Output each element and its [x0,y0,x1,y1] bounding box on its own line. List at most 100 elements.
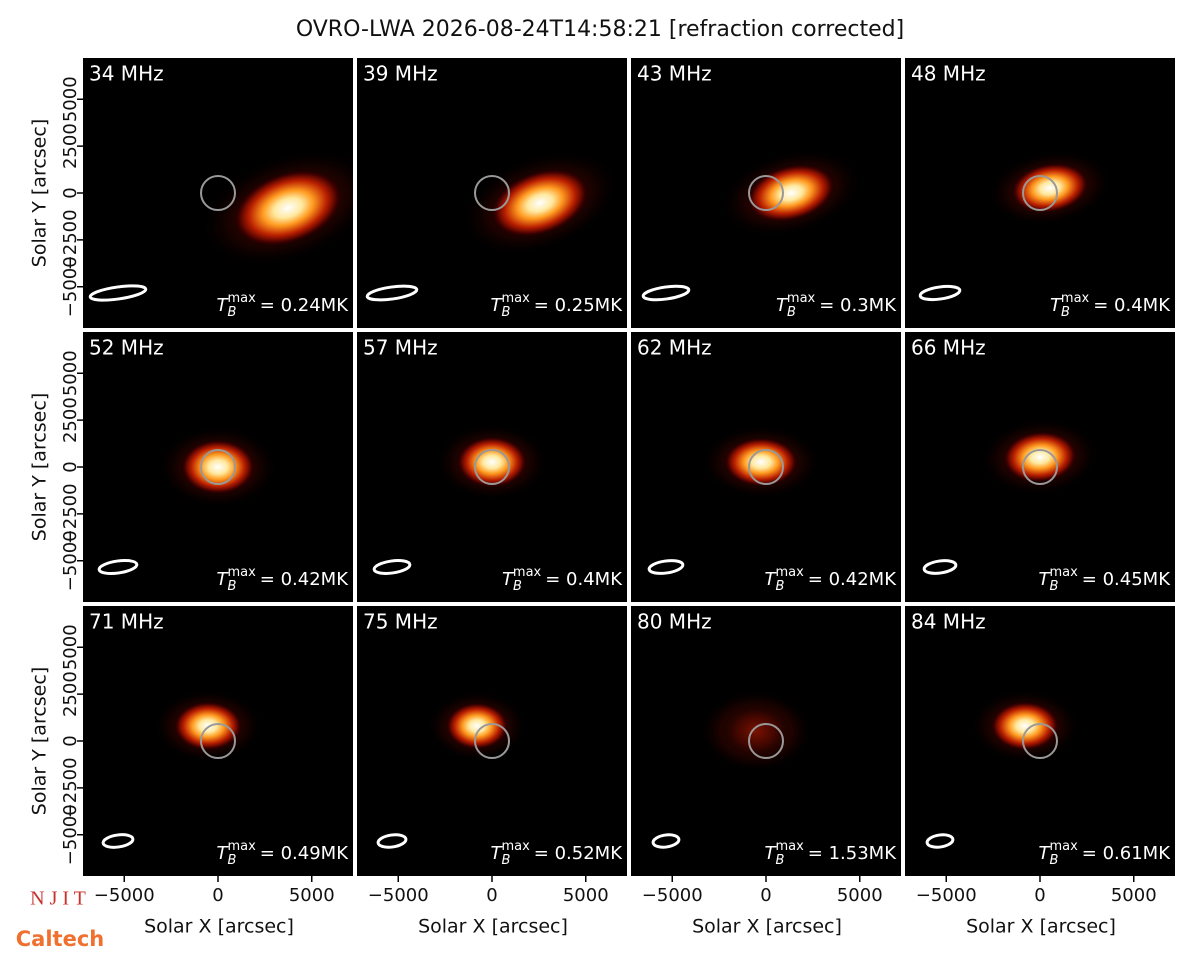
tb-value: = 0.42MK [808,569,897,590]
tb-value: = 0.49MK [260,843,349,864]
tb-max-label: TBmax = 0.61MK [1039,839,1172,868]
solar-disk [474,449,510,485]
image [152,688,264,764]
emission [180,439,256,495]
panel: 80 MHz TBmax = 1.53MK −5000 0 5000 Solar X [ar… [631,606,901,938]
tb-symbol: T [217,569,230,590]
tb-sup: max [227,839,256,854]
tb-sub: B [228,579,237,594]
y-axis-label: Solar Y [arcsec] [29,393,51,541]
tb-symbol: T [491,843,504,864]
tb-sup: max [1049,839,1078,854]
solar-disk [748,449,784,485]
tb-value: = 0.3MK [819,295,897,316]
tb-symbol: T [776,295,789,316]
frequency-label: 43 MHz [637,62,712,86]
x-tick-label: −5000 [916,885,977,906]
x-axis-label: Solar X [arcsec] [966,916,1116,938]
beam [376,833,408,849]
beam [88,284,148,302]
tb-value: = 0.42MK [260,569,349,590]
tb-sub: B [1061,305,1070,320]
beam [647,559,685,575]
tb-sub: B [513,579,522,594]
tb-sub: B [776,853,785,868]
x-tick-label: 0 [486,885,497,906]
solar-disk [474,175,510,211]
x-tick-label: 5000 [289,885,335,906]
tb-sub: B [1050,579,1059,594]
tb-sup: max [227,291,256,306]
tb-sup: max [775,839,804,854]
tb-max-label: TBmax = 0.49MK [217,839,350,868]
beam [918,284,962,302]
beam [651,833,681,849]
image [157,425,279,509]
panel: 62 MHz TBmax = 0.42MK [631,332,901,602]
tb-value: = 0.61MK [1082,843,1171,864]
image [986,149,1114,227]
emission [723,437,799,487]
x-axis-label: Solar X [arcsec] [692,916,842,938]
logo-caltech: Caltech [16,927,104,951]
tb-sub: B [502,853,511,868]
tb-sub: B [228,305,237,320]
panel: 43 MHz TBmax = 0.3MK [631,58,901,328]
panel: 57 MHz TBmax = 0.4MK [357,332,627,602]
y-tick-label: 0 [60,461,81,472]
tb-symbol: T [1050,295,1063,316]
y-tick-label: −2500 [60,209,81,270]
y-tick-label: 5000 [60,624,81,670]
emission [720,703,792,759]
tb-symbol: T [765,843,778,864]
emission [489,168,591,238]
tb-symbol: T [502,569,515,590]
tb-max-label: TBmax = 0.42MK [217,565,350,594]
image [700,424,822,500]
emission [1002,430,1078,484]
tb-max-label: TBmax = 0.45MK [1039,565,1172,594]
tb-symbol: T [765,569,778,590]
beam [365,284,419,302]
chart-title: OVRO-LWA 2026-08-24T14:58:21 [refraction… [296,17,904,42]
frequency-label: 66 MHz [911,336,986,360]
tb-value: = 1.53MK [808,843,897,864]
tb-value: = 0.25MK [534,295,623,316]
emission [232,168,344,248]
emission [456,436,528,488]
x-tick-label: 5000 [1111,885,1157,906]
beam [101,833,135,849]
tb-max-label: TBmax = 0.24MK [217,291,350,320]
beam [97,558,139,576]
tb-symbol: T [217,295,230,316]
panel: 66 MHz TBmax = 0.45MK [905,332,1175,602]
emission [745,163,837,223]
x-axis-label: Solar X [arcsec] [144,916,294,938]
x-tick-label: 0 [212,885,223,906]
tb-sup: max [227,565,256,580]
beam [922,559,958,575]
tb-sub: B [228,853,237,868]
frequency-label: 75 MHz [363,610,438,634]
tb-max-label: TBmax = 0.42MK [765,565,898,594]
panel: 39 MHz TBmax = 0.25MK [357,58,627,328]
solar-disk [748,175,784,211]
tb-sub: B [1050,853,1059,868]
tb-value: = 0.4MK [1093,295,1171,316]
y-tick-label: 0 [60,735,81,746]
emission [1010,162,1090,214]
solar-disk [200,723,236,759]
tb-sub: B [787,305,796,320]
y-tick-label: 2500 [60,671,81,717]
tb-sup: max [775,565,804,580]
image [979,417,1101,497]
solar-disk [1022,449,1058,485]
tb-sub: B [776,579,785,594]
tb-sup: max [1049,565,1078,580]
solar-disk [474,723,510,759]
tb-max-label: TBmax = 0.52MK [491,839,624,868]
frequency-label: 57 MHz [363,336,438,360]
solar-disk [748,723,784,759]
y-tick-label: 5000 [60,350,81,396]
